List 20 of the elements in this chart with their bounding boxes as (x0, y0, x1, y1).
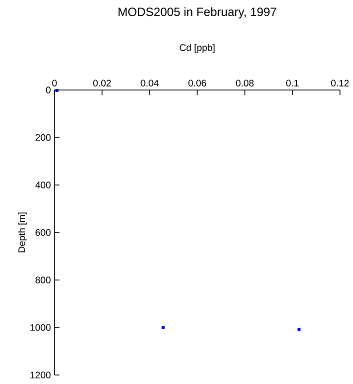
point (162, 326, 165, 329)
y-tick-label: 1200 (30, 372, 51, 378)
y-tick-label: 0 (46, 86, 51, 94)
point (55, 88, 58, 92)
x-tick-label: 0.02 (93, 80, 111, 86)
y-tick-label: 600 (36, 229, 51, 236)
x-tick-label: 0 (52, 80, 57, 86)
x-axis-title: Cd [ppb] (180, 44, 215, 53)
point (298, 328, 301, 331)
y-tick-label: 1000 (30, 324, 51, 331)
x-tick-label: 0.06 (188, 80, 206, 86)
y-tick-label: 800 (36, 276, 51, 284)
y-axis-title: Depth [m] (18, 212, 27, 252)
y-tick-label: 200 (36, 134, 51, 141)
chart-title: MODS2005 in February, 1997 (118, 7, 276, 18)
x-tick-label: 0.1 (286, 80, 299, 86)
y-tick-label: 400 (35, 182, 51, 188)
x-tick-label: 0.04 (140, 80, 159, 86)
x-tick-label: 0.08 (236, 80, 254, 86)
x-tick-label: 0.12 (331, 80, 349, 86)
